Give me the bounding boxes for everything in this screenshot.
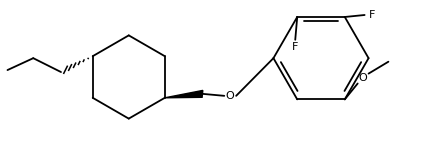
Text: O: O <box>358 73 367 83</box>
Text: F: F <box>369 10 376 20</box>
Polygon shape <box>165 90 203 98</box>
Text: O: O <box>226 91 234 101</box>
Text: F: F <box>292 42 298 52</box>
